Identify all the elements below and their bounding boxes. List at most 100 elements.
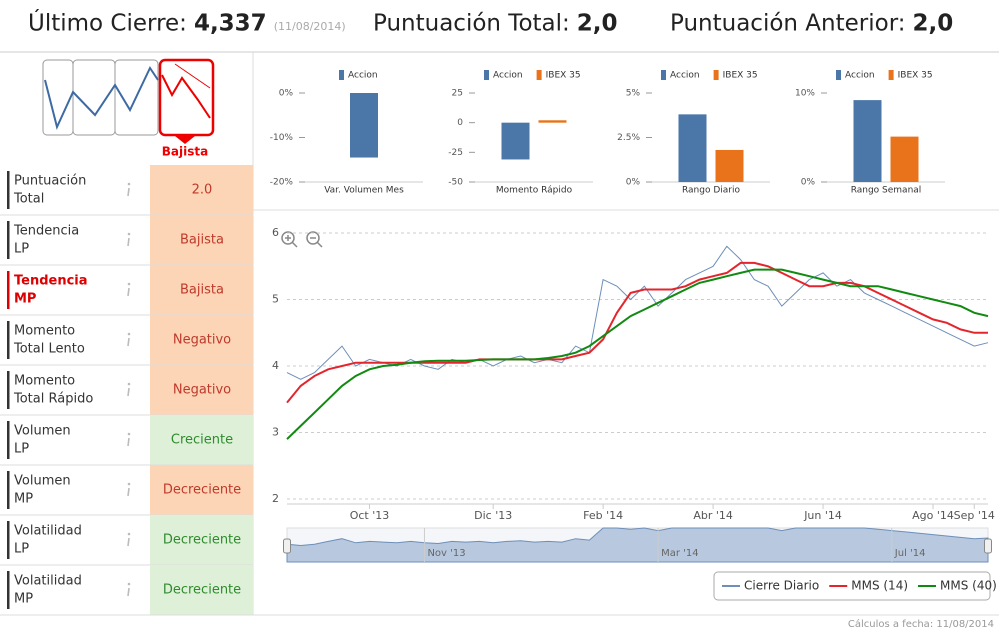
legend-box	[713, 571, 991, 601]
row-name: LP	[14, 542, 29, 557]
series-line	[286, 261, 988, 404]
y-tick-label: -50	[448, 178, 463, 188]
thumb-trend	[174, 63, 211, 89]
legend-label: Accion	[845, 71, 875, 81]
row-marker	[7, 221, 10, 259]
info-icon	[127, 537, 130, 547]
legend-swatch	[484, 70, 489, 80]
info-icon	[127, 182, 131, 186]
row-value: Negativo	[173, 383, 231, 398]
header-label: Puntuación Total:	[373, 11, 570, 37]
info-icon	[127, 287, 130, 297]
navigator-label: Jul '14	[894, 548, 926, 559]
legend-label: Accion	[670, 71, 700, 81]
navigator-label: Mar '14	[661, 548, 699, 559]
navigator-handle	[283, 538, 291, 554]
row-value-bg	[150, 365, 253, 415]
legend-label: Accion	[348, 71, 378, 81]
legend-label: MMS (14)	[851, 579, 908, 593]
info-icon	[127, 532, 131, 536]
callout	[175, 136, 195, 144]
row-name: MP	[14, 492, 33, 507]
row-marker	[7, 171, 10, 209]
row-marker	[7, 521, 10, 559]
legend-swatch	[536, 70, 542, 80]
y-tick-label: 0%	[801, 178, 816, 188]
row-name: Volumen	[14, 424, 71, 439]
thumb-line	[44, 65, 159, 130]
row-value-bg	[150, 265, 253, 315]
category-label: Momento Rápido	[496, 186, 573, 196]
row-name: Tendencia	[14, 274, 88, 289]
y-tick-label: 3	[272, 426, 279, 439]
x-tick-label: Sep '14	[954, 509, 995, 522]
zoom-out[interactable]	[306, 231, 320, 245]
zoom-icons	[281, 231, 323, 248]
category-label: Rango Diario	[682, 186, 741, 196]
legend-swatch	[888, 70, 894, 80]
row-name: Volumen	[14, 474, 71, 489]
bar	[350, 93, 378, 158]
info-icon	[127, 432, 131, 436]
x-tick-label: Dic '13	[474, 509, 512, 522]
row-value-bg	[150, 465, 253, 515]
y-tick-label: 4	[272, 359, 279, 372]
row-name: Momento	[14, 324, 75, 339]
thumb-line	[161, 74, 211, 119]
bar	[853, 100, 882, 182]
x-tick-label: Jun '14	[803, 509, 842, 522]
series-line	[286, 268, 989, 440]
info-icon	[127, 187, 130, 197]
y-tick-label: -10%	[270, 133, 294, 143]
category-label: Var. Volumen Mes	[324, 186, 404, 196]
y-tick-label: 6	[272, 226, 279, 239]
zoom-in[interactable]	[281, 231, 295, 245]
y-tick-label: 2.5%	[617, 133, 640, 143]
thumb-active	[158, 58, 215, 137]
navigator-label: Nov '13	[427, 548, 465, 559]
info-icon	[127, 587, 130, 597]
y-tick-label: 5	[272, 293, 279, 306]
legend-swatch	[661, 70, 666, 80]
row-value: Negativo	[173, 333, 231, 348]
row-marker	[7, 471, 10, 509]
y-tick-label: 5%	[626, 89, 641, 99]
y-tick-label: 0	[457, 118, 463, 128]
y-tick-label: 0%	[279, 89, 294, 99]
row-value: 2.0	[192, 183, 213, 198]
info-icon	[127, 337, 130, 347]
row-value: Bajista	[180, 233, 224, 248]
bar	[501, 122, 530, 160]
info-icon	[127, 332, 131, 336]
info-icon	[127, 232, 131, 236]
legend-label: IBEX 35	[723, 71, 758, 81]
info-icon	[127, 282, 131, 286]
row-marker	[7, 321, 10, 359]
legend-swatch	[339, 70, 344, 80]
x-tick-label: Ago '14	[912, 509, 954, 522]
row-marker	[7, 421, 10, 459]
row-name: LP	[14, 242, 29, 257]
bar	[538, 120, 567, 123]
row-name: Total Lento	[13, 342, 85, 357]
info-icon	[127, 382, 131, 386]
row-value-bg	[150, 315, 253, 365]
row-name: MP	[14, 292, 36, 307]
info-icon	[127, 237, 130, 247]
row-value-bg	[150, 565, 253, 615]
x-tick-label: Oct '13	[350, 509, 390, 522]
row-value: Decreciente	[163, 583, 241, 598]
bar	[715, 149, 744, 182]
row-value-bg	[150, 165, 253, 215]
row-value-bg	[150, 215, 253, 265]
thumb	[114, 59, 159, 136]
y-tick-label: 25	[452, 89, 463, 99]
y-tick-label: 10%	[795, 89, 815, 99]
row-marker	[7, 371, 10, 409]
legend-label: Cierre Diario	[744, 579, 819, 593]
header-label: Puntuación Anterior:	[670, 11, 906, 37]
row-name: Total	[13, 192, 44, 207]
zoom-in	[291, 241, 298, 248]
row-value: Decreciente	[163, 483, 241, 498]
